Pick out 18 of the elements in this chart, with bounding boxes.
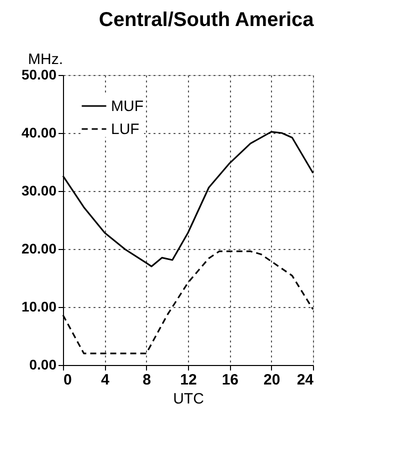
y-tick-label: 40.00	[21, 124, 57, 140]
chart-title: Central/South America	[98, 9, 315, 31]
x-tick-label: 24	[296, 372, 314, 388]
y-tick-label: 20.00	[21, 240, 57, 256]
x-axis-title: UTC	[173, 390, 204, 408]
y-tick-label: 0.00	[29, 356, 57, 372]
y-tick-label: 10.00	[21, 298, 57, 314]
y-axis-title: MHz.	[28, 51, 63, 68]
y-tick-label: 30.00	[21, 182, 57, 198]
x-tick-label: 4	[100, 372, 110, 388]
x-tick-label: 20	[263, 372, 280, 388]
legend-label: MUF	[111, 98, 144, 115]
x-tick-label: 8	[142, 372, 152, 388]
x-tick-label: 16	[222, 372, 239, 388]
legend-label: LUF	[111, 121, 140, 138]
x-tick-label: 12	[180, 372, 197, 388]
y-tick-label: 50.00	[21, 66, 57, 82]
x-tick-label: 0	[64, 372, 72, 388]
